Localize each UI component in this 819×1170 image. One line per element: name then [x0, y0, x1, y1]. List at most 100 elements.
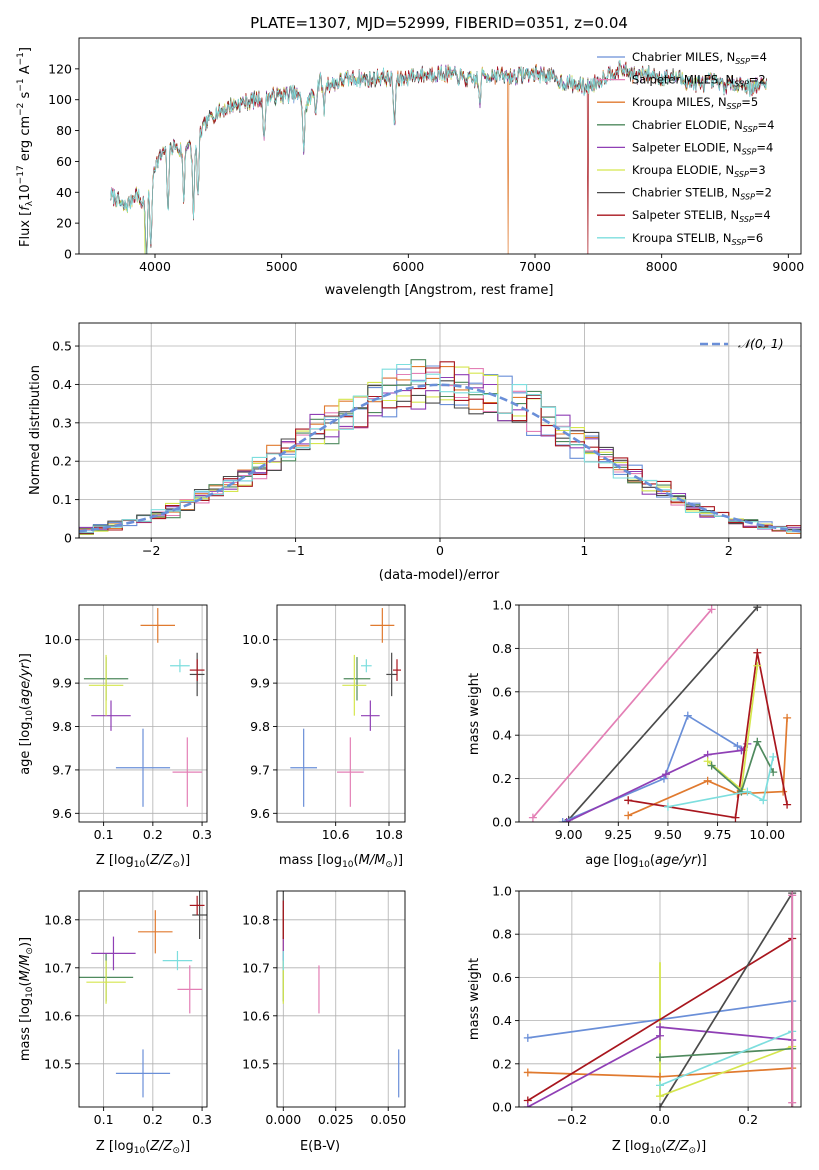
age_vs_mass-x-tick-label: 10.8 [375, 827, 403, 842]
residuals-y-tick-label: 0.4 [52, 377, 72, 392]
weight_vs_age-x-tick-label: 9.00 [555, 827, 583, 842]
legend-label-chabrier-miles: Chabrier MILES, NSSP=4 [632, 50, 767, 66]
mass-vs-ebv-plot-area: 0.000 0.025 0.050 10.5 10.6 10.7 10.8 [242, 890, 406, 1127]
spectrum-title: PLATE=1307, MJD=52999, FIBERID=0351, z=0… [250, 14, 628, 32]
mass_vs_z-y-tick-label: 10.5 [44, 1056, 72, 1071]
age_vs_z-point-salpeter-stelib [189, 659, 205, 681]
weight_vs_age-marker-chabrier-elodie [707, 761, 716, 770]
weight-vs-z-plot-area: −0.2 0.0 0.2 0.0 0.2 0.4 0.6 0.8 1.0 [492, 884, 802, 1127]
weight_vs_age-marker-chabrier-elodie [753, 737, 762, 746]
weight-vs-age-x-axis-label: age [log10(age/yr)] [585, 853, 707, 870]
mass_vs_z-marks [79, 891, 207, 1098]
mass-vs-ebv-panel: 0.000 0.025 0.050 10.5 10.6 10.7 10.8 E(B-V) [242, 890, 406, 1154]
legend-label-kroupa-stelib: Kroupa STELIB, NSSP=6 [632, 231, 763, 247]
mass_vs_z-y-tick-label: 10.8 [44, 912, 72, 927]
mass_vs_ebv-y-tick-label: 10.5 [242, 1056, 270, 1071]
age_vs_mass-frame: 10.6 10.8 9.6 9.7 9.8 9.9 10.0 [242, 604, 406, 842]
weight_vs_age-y-tick-label: 0.0 [492, 815, 512, 830]
weight_vs_z-line-salpeter-elodie [527, 1026, 793, 1107]
mass_vs_z-point-kroupa-elodie [86, 960, 126, 1004]
mass_vs_z-y-tick-label: 10.6 [44, 1008, 72, 1023]
residuals-legend: 𝒩(0, 1) [700, 336, 784, 351]
weight_vs_z-line-kroupa-stelib [659, 1030, 793, 1087]
age_vs_z-point-salpeter-miles [172, 737, 203, 807]
weight-vs-age-panel: 9.00 9.25 9.50 9.75 10.000.00.20.40.60.81.0 … [467, 598, 802, 870]
mass_vs_z-point-salpeter-elodie [91, 936, 136, 971]
spectrum-y-tick-label: 120 [48, 61, 72, 76]
mass-vs-z-x-axis-label: Z [log10(Z/Z⊙)] [96, 1139, 190, 1156]
histogram-kroupa-stelib [79, 363, 801, 538]
spectrum-x-tick-label: 7000 [519, 259, 551, 274]
mass-vs-z-y-axis-label: mass [log10(M/M⊙)] [18, 937, 35, 1061]
mass_vs_z-point-kroupa-miles [138, 910, 173, 954]
weight_vs_age-y-tick-label: 0.4 [492, 728, 512, 743]
weight_vs_z-marker-kroupa-miles [656, 1072, 664, 1081]
age_vs_mass-y-tick-label: 9.9 [250, 676, 270, 691]
spectrum-y-tick-label: 80 [56, 123, 72, 138]
weight_vs_z-line-chabrier-stelib [659, 892, 793, 1107]
normal-distribution-curve [79, 383, 801, 533]
age_vs_z-point-chabrier-miles [115, 728, 171, 807]
mass_vs_z-frame: 0.1 0.2 0.3 10.5 10.6 10.7 10.8 [44, 890, 212, 1127]
weight_vs_age-marker-kroupa-stelib [769, 752, 778, 761]
weight_vs_age-marker-salpeter-miles [528, 813, 537, 822]
legend-label-chabrier-stelib: Chabrier STELIB, NSSP=2 [632, 186, 772, 202]
age_vs_z-x-tick-label: 0.2 [143, 827, 163, 842]
weight-vs-age-plot-area: 9.00 9.25 9.50 9.75 10.00 0.0 0.2 0.4 0.6 0.8 1.0 [492, 598, 802, 842]
weight_vs_z-marker-chabrier-elodie [656, 1053, 664, 1062]
weight_vs_age-frame: 9.00 9.25 9.50 9.75 10.00 0.0 0.2 0.4 0.6 0.8 1.0 [492, 598, 802, 842]
age_vs_z-point-kroupa-miles [140, 608, 175, 643]
weight_vs_age-y-tick-label: 0.8 [492, 641, 512, 656]
weight_vs_z-marker-salpeter-elodie [523, 1103, 532, 1107]
mass_vs_ebv-frame: 0.000 0.025 0.050 10.5 10.6 10.7 10.8 [242, 890, 406, 1127]
spectrum-marks [110, 59, 767, 254]
spectrum-panel: PLATE=1307, MJD=52999, FIBERID=0351, z=0… [16, 14, 804, 298]
age_vs_mass-y-tick-label: 9.7 [250, 762, 270, 777]
age-vs-mass-x-axis-label: mass [log10(M/M⊙)] [279, 853, 403, 870]
age_vs_mass-point-salpeter-elodie [361, 700, 380, 731]
age_vs_mass-x-tick-label: 10.6 [322, 827, 350, 842]
weight_vs_age-y-tick-label: 0.6 [492, 684, 512, 699]
weight_vs_z-y-tick-label: 0.8 [492, 927, 512, 942]
age_vs_mass-point-chabrier-miles [290, 728, 317, 807]
weight_vs_age-x-tick-label: 9.50 [654, 827, 682, 842]
legend-label-salpeter-elodie: Salpeter ELODIE, NSSP=4 [632, 140, 773, 156]
weight_vs_z-marks [523, 891, 797, 1107]
weight_vs_age-line-salpeter-miles [532, 608, 713, 819]
weight_vs_age-marker-salpeter-miles [707, 605, 716, 614]
weight_vs_age-marker-kroupa-miles [624, 811, 633, 820]
weight_vs_age-x-tick-label: 9.25 [604, 827, 632, 842]
age_vs_z-axes-frame [78, 604, 208, 823]
age_vs_z-x-tick-label: 0.3 [192, 827, 212, 842]
age_vs_mass-point-kroupa-stelib [361, 659, 372, 673]
weight_vs_z-marker-salpeter-miles [788, 891, 797, 900]
spectrum-x-tick-label: 5000 [266, 259, 298, 274]
age_vs_mass-y-tick-label: 9.6 [250, 806, 270, 821]
age-vs-mass-plot-area: 10.6 10.8 9.6 9.7 9.8 9.9 10.0 [242, 604, 406, 842]
mass_vs_ebv-x-tick-label: 0.050 [370, 1112, 406, 1127]
weight_vs_age-marker-kroupa-stelib [743, 787, 752, 796]
legend-label-normal: 𝒩(0, 1) [738, 336, 784, 351]
residuals-y-tick-label: 0.2 [52, 454, 72, 469]
residuals-x-tick-label: −1 [286, 543, 304, 558]
weight_vs_age-line-chabrier-stelib [567, 606, 758, 821]
weight_vs_z-marker-kroupa-stelib [656, 1081, 664, 1090]
age_vs_z-x-tick-label: 0.1 [94, 827, 114, 842]
age_vs_z-marks [83, 608, 205, 807]
residuals-y-tick-label: 0.1 [52, 492, 72, 507]
spectrum-x-axis-label: wavelength [Angstrom, rest frame] [325, 283, 554, 298]
age_vs_z-frame: 0.1 0.2 0.3 9.6 9.7 9.8 9.9 10.0 [44, 604, 212, 842]
weight_vs_z-y-tick-label: 1.0 [492, 884, 512, 899]
age_vs_z-y-tick-label: 9.7 [52, 762, 72, 777]
spectrum-frame: 4000 5000 6000 7000 8000 9000 0 20 40 60 80 100 120 [48, 37, 804, 274]
spectrum-x-tick-label: 8000 [646, 259, 678, 274]
age_vs_mass-point-salpeter-miles [337, 737, 364, 807]
mass_vs_z-point-chabrier-stelib [192, 891, 207, 939]
weight_vs_age-line-kroupa-stelib [667, 756, 775, 808]
weight_vs_age-y-tick-label: 0.2 [492, 771, 512, 786]
weight_vs_age-marker-kroupa-miles [779, 787, 788, 796]
weight-vs-z-panel: −0.2 0.0 0.2 0.0 0.2 0.4 0.6 0.8 1.0 mass weight… [467, 884, 802, 1156]
weight_vs_z-marker-chabrier-miles [523, 1033, 532, 1042]
weight_vs_age-marker-salpeter-elodie [661, 770, 670, 779]
